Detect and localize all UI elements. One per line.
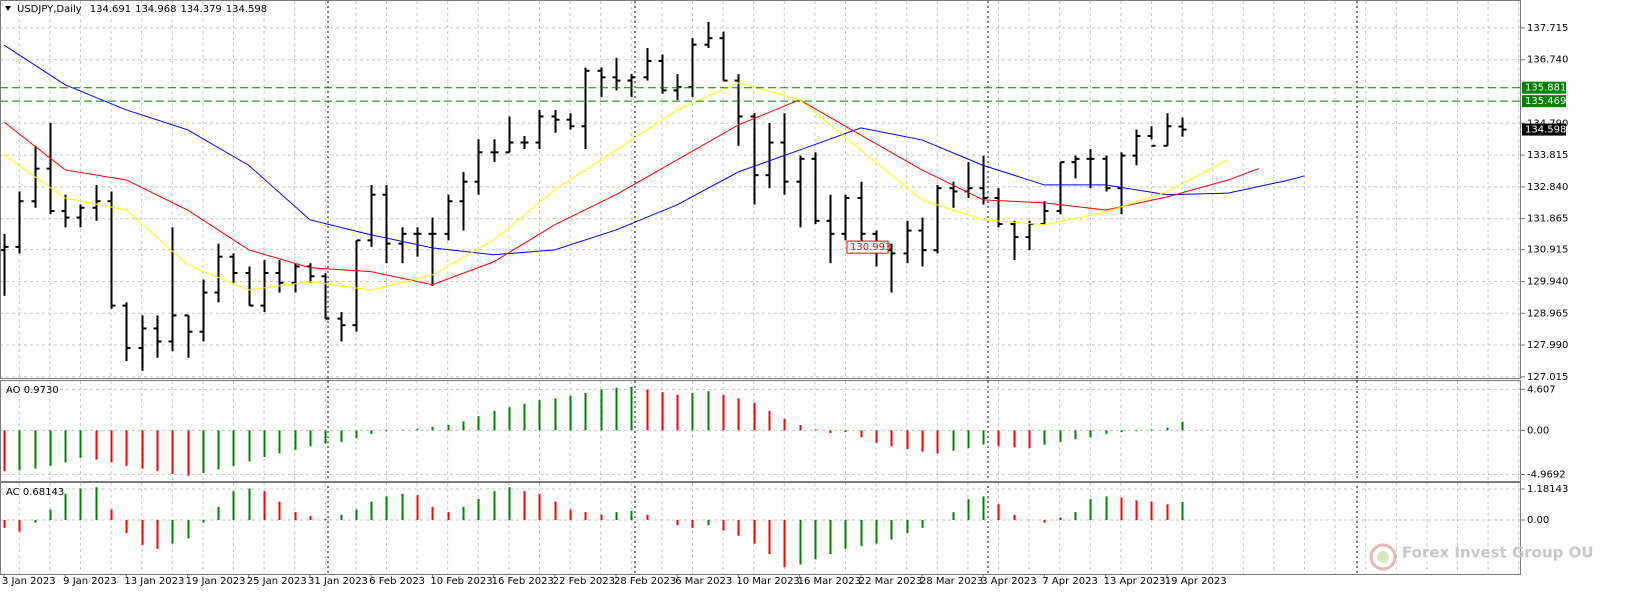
y-tick-label: 4.607 bbox=[1527, 384, 1556, 395]
level-label: 135.469 bbox=[1525, 96, 1566, 107]
x-tick-label: 10 Mar 2023 bbox=[736, 576, 799, 587]
symbol-menu-icon[interactable] bbox=[5, 6, 11, 11]
x-tick-label: 19 Jan 2023 bbox=[186, 576, 246, 587]
watermark-logo bbox=[1369, 543, 1397, 571]
price-label-box bbox=[846, 240, 889, 254]
x-tick-label: 10 Feb 2023 bbox=[430, 576, 492, 587]
level-label-box bbox=[1522, 81, 1566, 94]
y-tick-label: 0.00 bbox=[1527, 425, 1549, 436]
y-tick-label: 133.815 bbox=[1527, 150, 1568, 161]
x-tick-label: 16 Feb 2023 bbox=[492, 576, 554, 587]
x-tick-label: 22 Mar 2023 bbox=[859, 576, 922, 587]
x-tick-label: 28 Feb 2023 bbox=[614, 576, 676, 587]
x-tick-label: 19 Apr 2023 bbox=[1165, 576, 1227, 587]
x-tick-label: 6 Mar 2023 bbox=[675, 576, 732, 587]
y-tick-label: 127.990 bbox=[1527, 340, 1568, 351]
grid-layer bbox=[0, 1, 1521, 574]
y-tick-label: -4.9692 bbox=[1527, 470, 1566, 481]
label-layer: 127.015 127.990 128.965 129.940 130.915 131.8… bbox=[2, 23, 1568, 587]
ao-panel-frame bbox=[0, 380, 1521, 482]
symbol: USDJPY,Daily bbox=[17, 4, 82, 15]
y-tick-label: 129.940 bbox=[1527, 276, 1568, 287]
x-tick-label: 7 Apr 2023 bbox=[1042, 576, 1097, 587]
y-tick-label: 0.00 bbox=[1527, 515, 1549, 526]
x-tick-label: 25 Jan 2023 bbox=[247, 576, 307, 587]
watermark: Forex Invest Group OU bbox=[1402, 544, 1594, 562]
moving-average-line bbox=[3, 44, 1305, 256]
chart-header: USDJPY,Daily 134.691 134.968 134.379 134.598 bbox=[17, 4, 267, 15]
x-tick-label: 13 Apr 2023 bbox=[1104, 576, 1166, 587]
mark-layer bbox=[0, 21, 1521, 568]
x-tick-label: 3 Apr 2023 bbox=[981, 576, 1036, 587]
x-tick-label: 6 Feb 2023 bbox=[369, 576, 425, 587]
ac-panel-frame bbox=[0, 482, 1521, 575]
panel-title: AC 0.68143 bbox=[6, 487, 64, 498]
y-tick-label: 131.865 bbox=[1527, 214, 1568, 225]
x-tick-label: 31 Jan 2023 bbox=[308, 576, 368, 587]
x-tick-label: 3 Jan 2023 bbox=[2, 576, 56, 587]
x-tick-label: 22 Feb 2023 bbox=[553, 576, 615, 587]
y-tick-label: 132.840 bbox=[1527, 182, 1568, 193]
header-high: 134.968 bbox=[135, 4, 176, 15]
level-label-box bbox=[1522, 95, 1566, 108]
y-tick-label: 137.715 bbox=[1527, 23, 1568, 34]
main-panel-frame bbox=[0, 0, 1521, 379]
y-tick-label: 127.015 bbox=[1527, 372, 1568, 383]
price-label: 130.993 bbox=[850, 242, 891, 253]
y-tick-label: 130.915 bbox=[1527, 245, 1568, 256]
y-tick-label: 128.965 bbox=[1527, 308, 1568, 319]
header-open: 134.691 bbox=[90, 4, 131, 15]
current-price-label: 134.598 bbox=[1525, 125, 1566, 136]
y-tick-label: 136.740 bbox=[1527, 55, 1568, 66]
header-close: 134.598 bbox=[226, 4, 267, 15]
x-tick-label: 16 Mar 2023 bbox=[798, 576, 861, 587]
moving-average-line bbox=[3, 99, 1259, 286]
level-label: 135.881 bbox=[1525, 83, 1566, 94]
moving-average-line bbox=[3, 82, 1229, 291]
y-tick-label: 1.18143 bbox=[1527, 484, 1568, 495]
x-tick-label: 9 Jan 2023 bbox=[63, 576, 117, 587]
x-tick-label: 28 Mar 2023 bbox=[920, 576, 983, 587]
header-low: 134.379 bbox=[180, 4, 221, 15]
panel-title: AO 0.9730 bbox=[6, 385, 59, 396]
current-price-box bbox=[1522, 123, 1566, 136]
x-tick-label: 13 Jan 2023 bbox=[124, 576, 184, 587]
